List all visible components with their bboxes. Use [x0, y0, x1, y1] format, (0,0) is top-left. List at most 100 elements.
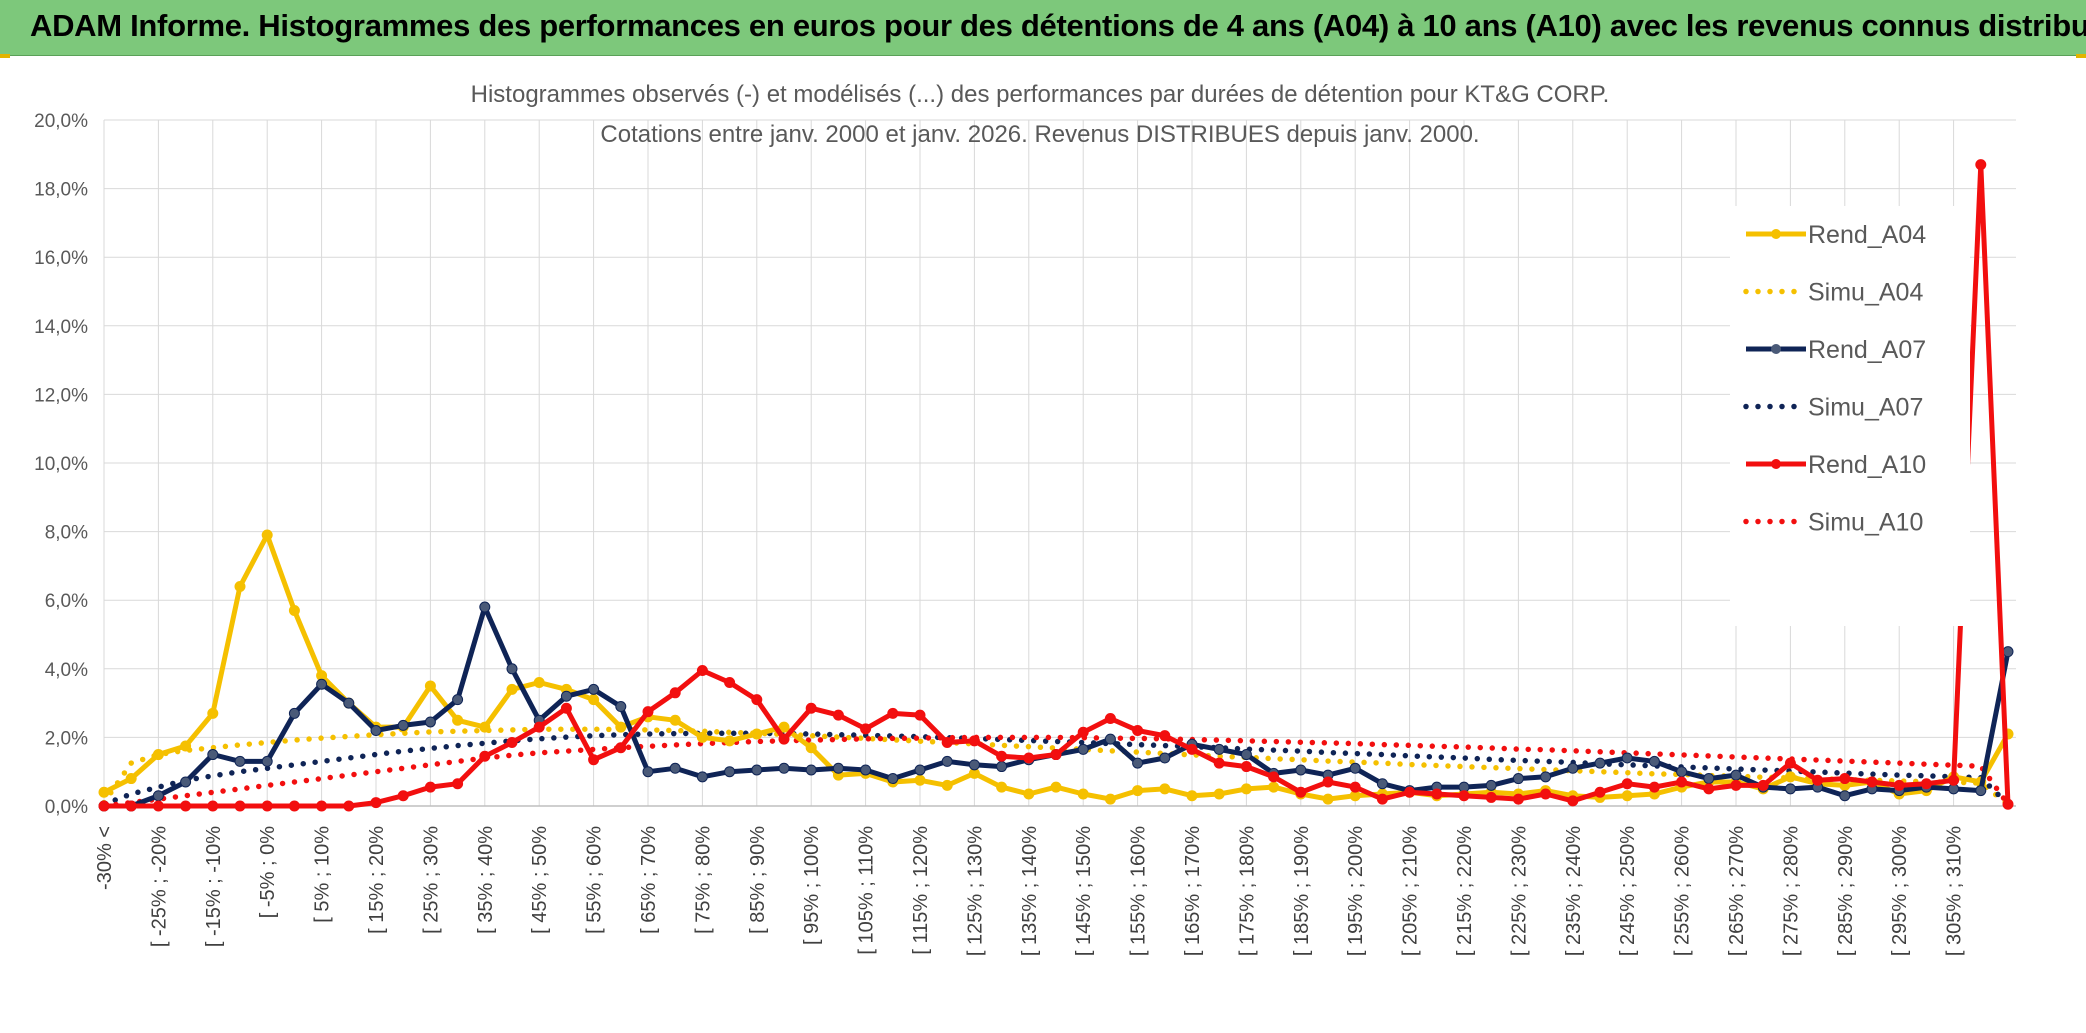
data-point — [996, 781, 1008, 793]
x-tick-label: [ 295% ; 300% — [1889, 826, 1911, 956]
data-point — [1512, 773, 1524, 785]
data-point — [696, 771, 708, 783]
data-point — [261, 755, 273, 767]
data-point — [805, 764, 817, 776]
y-tick-label: 6,0% — [45, 591, 88, 612]
legend-label: Simu_A07 — [1808, 394, 1923, 422]
data-point — [288, 707, 300, 719]
data-point — [1730, 779, 1742, 791]
data-point — [1975, 785, 1987, 797]
data-point — [452, 778, 464, 790]
data-point — [1268, 781, 1280, 793]
data-point — [424, 781, 436, 793]
data-point — [1268, 771, 1280, 783]
data-point — [1404, 786, 1416, 798]
legend-label: Simu_A10 — [1808, 509, 1923, 537]
series-line — [104, 162, 2011, 809]
data-point — [288, 800, 300, 812]
data-point — [887, 707, 899, 719]
data-point — [832, 762, 844, 774]
data-point — [1621, 752, 1633, 764]
x-tick-label: [ 305% ; 310% — [1944, 826, 1966, 956]
data-point — [1648, 755, 1660, 767]
data-point — [1349, 781, 1361, 793]
data-point — [1784, 757, 1796, 769]
data-point — [996, 750, 1008, 762]
x-tick-label: [ 35% ; 40% — [475, 826, 497, 934]
data-point — [1485, 791, 1497, 803]
data-point — [914, 764, 926, 776]
data-point — [1159, 783, 1171, 795]
data-point — [968, 735, 980, 747]
data-point — [1676, 766, 1688, 778]
x-tick-label: [ -25% ; -20% — [148, 826, 170, 947]
data-point — [1621, 790, 1633, 802]
data-point — [1077, 726, 1089, 738]
data-point — [125, 800, 137, 812]
series-line — [101, 730, 2011, 808]
data-point — [1240, 749, 1252, 761]
data-point — [1648, 781, 1660, 793]
data-point — [724, 766, 736, 778]
data-point — [1050, 781, 1062, 793]
data-point — [2002, 646, 2014, 658]
x-tick-label: [ -15% ; -10% — [203, 826, 225, 947]
data-point — [1240, 761, 1252, 773]
data-point — [1893, 779, 1905, 791]
y-tick-label: 18,0% — [34, 180, 88, 201]
data-point — [724, 677, 736, 689]
frame-corner-marker — [0, 54, 10, 58]
x-tick-label: [ 245% ; 250% — [1617, 826, 1639, 956]
chart-area: 0,0% 2,0% 4,0% 6,0% 8,0% 10,0% 12,0% 14,0% 16,0%… — [0, 54, 2086, 1033]
data-point — [1594, 757, 1606, 769]
x-tick-label: [ 185% ; 190% — [1291, 826, 1313, 956]
data-point — [343, 800, 355, 812]
data-point — [1512, 793, 1524, 805]
x-tick-label: [ 225% ; 230% — [1508, 826, 1530, 956]
data-point — [261, 529, 273, 541]
y-tick-label: 8,0% — [45, 523, 88, 544]
x-tick-label: [ 155% ; 160% — [1128, 826, 1150, 956]
data-point — [1186, 790, 1198, 802]
data-point — [452, 714, 464, 726]
x-tick-label: [ 165% ; 170% — [1182, 826, 1204, 956]
data-point — [1485, 779, 1497, 791]
x-tick-label: [ 175% ; 180% — [1236, 826, 1258, 956]
data-point — [588, 683, 600, 695]
legend-label: Rend_A10 — [1808, 451, 1926, 479]
data-point — [588, 754, 600, 766]
legend-item: Simu_A10 — [1743, 509, 1923, 537]
data-point — [751, 728, 763, 740]
data-point — [1784, 771, 1796, 783]
data-point — [2002, 798, 2014, 810]
data-point — [1322, 776, 1334, 788]
data-point — [1757, 779, 1769, 791]
data-point — [1132, 757, 1144, 769]
data-point — [424, 680, 436, 692]
data-point — [1159, 730, 1171, 742]
legend-marker — [1771, 459, 1781, 469]
data-point — [1567, 795, 1579, 807]
data-point — [1431, 788, 1443, 800]
frame-corner-marker — [2076, 54, 2086, 58]
data-point — [968, 759, 980, 771]
data-point — [1784, 783, 1796, 795]
data-point — [397, 719, 409, 731]
chart-subtitle: Cotations entre janv. 2000 et janv. 2026… — [600, 121, 1479, 148]
data-point — [560, 690, 572, 702]
data-point — [751, 694, 763, 706]
data-point — [941, 737, 953, 749]
data-point — [180, 800, 192, 812]
data-point — [207, 749, 219, 761]
data-point — [941, 755, 953, 767]
data-point — [1132, 725, 1144, 737]
data-point — [1376, 778, 1388, 790]
data-point — [669, 714, 681, 726]
chart-canvas: 0,0% 2,0% 4,0% 6,0% 8,0% 10,0% 12,0% 14,0% 16,0%… — [34, 81, 2016, 956]
data-point — [343, 697, 355, 709]
data-point — [642, 766, 654, 778]
data-point — [1975, 159, 1987, 171]
data-point — [506, 683, 518, 695]
data-point — [152, 749, 164, 761]
data-point — [860, 764, 872, 776]
